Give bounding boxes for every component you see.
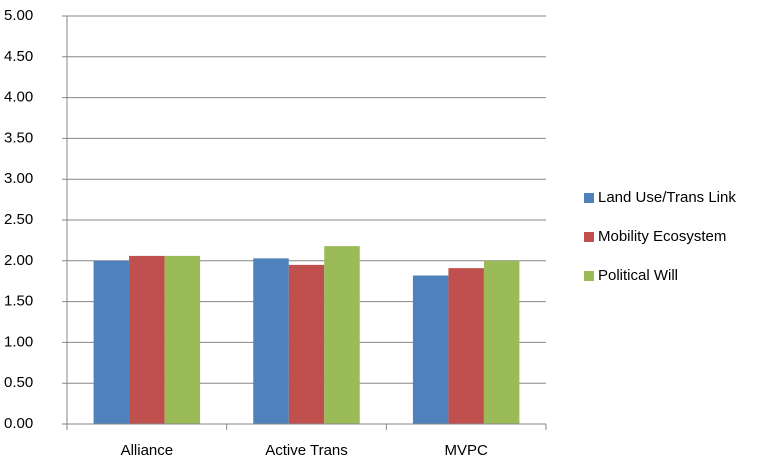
y-tick-label: 4.50 [4,48,33,65]
bar [483,260,520,424]
legend-label: Land Use/Trans Link [598,189,736,206]
y-tick-label: 3.50 [4,129,33,146]
legend-label: Political Will [598,267,678,284]
x-tick-label: Alliance [121,442,174,459]
y-tick-label: 1.00 [4,333,33,350]
legend-swatch [584,271,594,281]
y-tick-label: 5.00 [4,7,33,24]
bar [253,258,289,424]
y-tick-label: 1.50 [4,293,33,310]
legend-swatch [584,232,594,242]
bar [412,275,449,424]
y-tick-label: 2.50 [4,211,33,228]
x-tick-label: Active Trans [265,442,348,459]
legend-label: Mobility Ecosystem [598,228,726,245]
legend-swatch [584,193,594,203]
bar [164,255,201,424]
bar [288,264,325,424]
y-tick-label: 0.00 [4,415,33,432]
bar [129,255,165,424]
bar [324,246,360,424]
bar [93,260,130,424]
y-tick-label: 4.00 [4,89,33,106]
y-tick-label: 2.00 [4,252,33,269]
y-tick-label: 0.50 [4,374,33,391]
bar [448,268,484,424]
y-tick-label: 3.00 [4,170,33,187]
x-tick-label: MVPC [444,442,488,459]
